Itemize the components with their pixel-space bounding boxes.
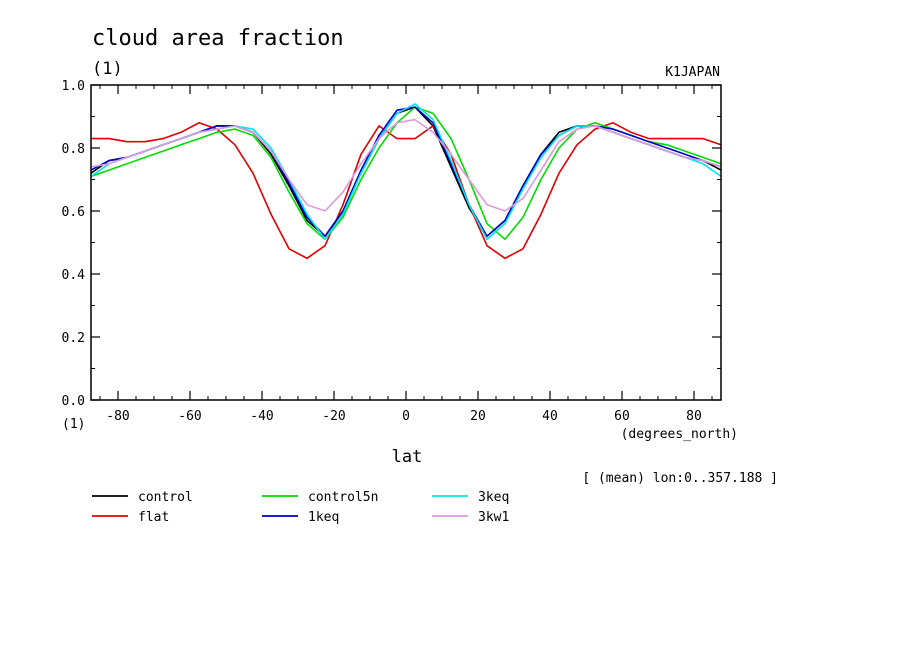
series-layer bbox=[90, 103, 722, 260]
x-axis-units: (degrees_north) bbox=[621, 427, 738, 442]
plot-area: -80 -60 -40 -20 0 20 40 60 80 0.0 0.2 0.4 0.6 0.8 1.0 bbox=[62, 79, 722, 424]
source-label: K1JAPAN bbox=[665, 65, 720, 80]
series-line-3kw1 bbox=[90, 118, 722, 212]
x-tick-label: -60 bbox=[178, 409, 201, 424]
x-tick-label: -40 bbox=[250, 409, 273, 424]
plot-frame bbox=[90, 84, 722, 401]
x-tick-label: 60 bbox=[614, 409, 630, 424]
legend-label-control5n: control5n bbox=[308, 490, 378, 505]
legend-label-3kw1: 3kw1 bbox=[478, 510, 509, 525]
series-line-flat bbox=[91, 122, 722, 260]
y-tick-label: 0.8 bbox=[62, 142, 85, 157]
x-tick-label: -20 bbox=[322, 409, 345, 424]
chart-units: (1) bbox=[92, 59, 123, 79]
series-line-control bbox=[90, 106, 722, 237]
mean-note: [ (mean) lon:0..357.188 ] bbox=[582, 471, 778, 486]
x-tick-label: 0 bbox=[402, 409, 410, 424]
chart-title: cloud area fraction bbox=[92, 26, 344, 51]
legend: control flat control5n 1keq 3keq 3kw1 bbox=[92, 490, 509, 525]
x-tick-label: -80 bbox=[106, 409, 129, 424]
y-tick-label: 0.6 bbox=[62, 205, 85, 220]
series-line-3keq bbox=[90, 103, 722, 241]
x-tick-label: 40 bbox=[542, 409, 558, 424]
y-axis-units: (1) bbox=[62, 417, 85, 432]
y-tick-label: 1.0 bbox=[62, 79, 85, 94]
series-line-control5n bbox=[90, 106, 722, 241]
ticks-layer: -80 -60 -40 -20 0 20 40 60 80 0.0 0.2 0.4 0.6 0.8 1.0 bbox=[62, 79, 721, 424]
legend-label-3keq: 3keq bbox=[478, 490, 509, 505]
legend-label-flat: flat bbox=[138, 510, 169, 525]
x-tick-label: 20 bbox=[470, 409, 486, 424]
x-axis-label: lat bbox=[392, 447, 423, 467]
y-tick-label: 0.4 bbox=[62, 268, 86, 283]
series-line-1keq bbox=[90, 106, 722, 237]
x-tick-label: 80 bbox=[686, 409, 702, 424]
legend-label-control: control bbox=[138, 490, 193, 505]
legend-label-1keq: 1keq bbox=[308, 510, 339, 525]
y-tick-label: 0.0 bbox=[62, 394, 85, 409]
y-tick-label: 0.2 bbox=[62, 331, 85, 346]
